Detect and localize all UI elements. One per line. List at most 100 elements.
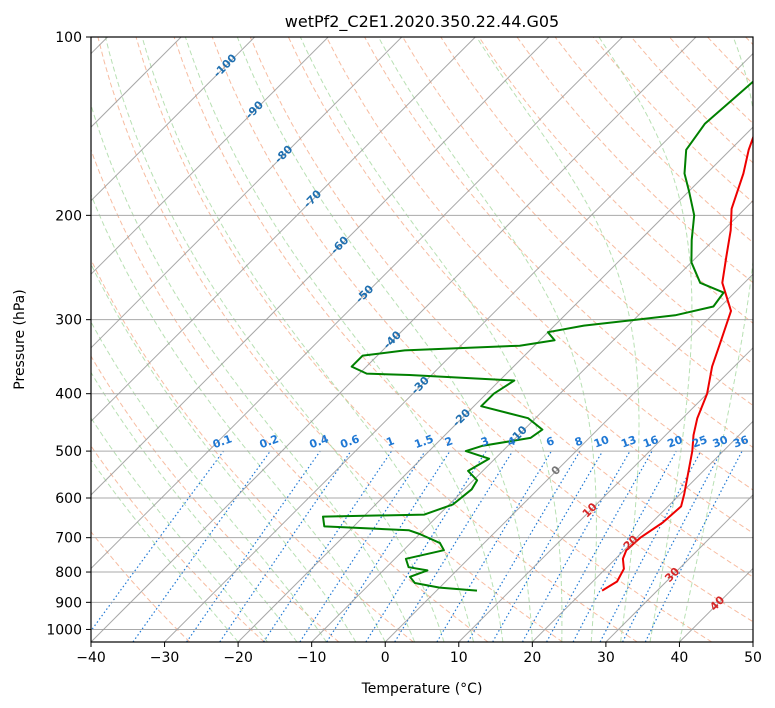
isotherm <box>91 37 623 570</box>
y-tick-label: 100 <box>55 30 82 46</box>
isotherm <box>91 37 550 496</box>
mixing-ratio-line <box>219 450 352 642</box>
moist-adiabat <box>476 37 640 642</box>
mixing-ratio-label: 16 <box>641 433 660 451</box>
isotherm <box>531 420 753 642</box>
mixing-ratio-label: 1 <box>384 434 396 449</box>
mixing-ratio-label: 30 <box>711 433 730 451</box>
mixing-ratio-line <box>186 450 321 642</box>
mixing-ratio-label: 25 <box>690 433 709 450</box>
mixing-ratio-line <box>546 450 653 642</box>
mixing-ratio-line <box>262 450 392 642</box>
moist-adiabat <box>105 37 445 642</box>
dewpoint-line <box>322 80 753 592</box>
dry-adiabat <box>135 37 638 642</box>
mixing-ratio-label: 10 <box>592 433 611 451</box>
moist-adiabat <box>91 416 268 642</box>
moist-adiabat <box>91 458 239 642</box>
mixing-ratio-line <box>299 450 426 642</box>
dry-adiabat <box>516 37 753 284</box>
x-tick-label: 30 <box>597 650 615 666</box>
y-tick-label: 500 <box>55 444 82 460</box>
isotherm <box>91 37 476 423</box>
dry-adiabat <box>91 148 489 642</box>
dry-adiabat <box>91 531 191 642</box>
mixing-ratio-label: 20 <box>666 433 685 451</box>
plot-frame <box>90 36 754 643</box>
mixing-ratio-label: 13 <box>619 433 638 450</box>
x-axis-title: Temperature (°C) <box>361 681 483 697</box>
mixing-ratio-label: 1.5 <box>413 432 436 451</box>
x-tick-label: −30 <box>150 650 180 666</box>
y-tick-label: 1000 <box>46 622 82 638</box>
moist-adiabat <box>299 37 563 642</box>
temperature-line <box>601 134 753 592</box>
x-tick-label: 40 <box>671 650 689 666</box>
isotherm <box>91 37 697 642</box>
mixing-ratio-label: 2 <box>443 434 455 449</box>
moist-adiabat <box>678 37 753 642</box>
y-tick-label: 800 <box>55 565 82 581</box>
isotherm <box>91 37 329 275</box>
x-tick-label: −10 <box>297 650 327 666</box>
isotherm <box>91 37 256 202</box>
mixing-ratio-lines <box>91 450 743 642</box>
mixing-ratio-label: 0.2 <box>258 432 281 451</box>
dry-adiabat <box>326 37 753 491</box>
x-tick-label: −20 <box>223 650 253 666</box>
y-tick-label: 200 <box>55 208 82 224</box>
chart-title: wetPf2_C2E1.2020.350.22.44.G05 <box>285 12 559 32</box>
dry-adiabat <box>249 37 753 578</box>
isotherm <box>237 126 753 642</box>
mixing-ratio-line <box>132 450 271 642</box>
x-axis-ticks: −40 −30 −20 −10 0 10 20 30 40 50 <box>76 642 762 666</box>
mixing-ratio-labels: 0.1 0.2 0.4 0.6 1 1.5 2 3 4 6 8 10 13 16 20 25 30 36 <box>211 432 751 451</box>
x-tick-label: 0 <box>381 650 390 666</box>
x-tick-label: 10 <box>450 650 468 666</box>
moist-adiabat <box>378 37 597 642</box>
moist-adiabats <box>91 37 753 642</box>
profile-lines <box>322 80 753 592</box>
dry-adiabat <box>402 37 753 407</box>
y-tick-label: 900 <box>55 595 82 611</box>
y-tick-label: 400 <box>55 387 82 403</box>
isotherm <box>164 52 753 642</box>
y-tick-label: 700 <box>55 531 82 547</box>
mixing-ratio-line <box>644 450 743 642</box>
dry-adiabat <box>91 445 265 642</box>
isotherm <box>311 199 753 642</box>
mixing-ratio-label: 3 <box>479 434 491 449</box>
mixing-ratio-line <box>91 450 224 632</box>
isotherm <box>605 494 753 642</box>
mixing-ratio-label: 6 <box>544 434 556 449</box>
moist-adiabat <box>598 37 693 642</box>
x-tick-label: 50 <box>744 650 762 666</box>
y-tick-label: 600 <box>55 491 82 507</box>
moist-adiabat <box>184 37 504 642</box>
isotherms <box>91 37 753 642</box>
mixing-ratio-line <box>572 450 677 642</box>
mixing-ratio-label: 8 <box>573 434 585 449</box>
mixing-ratio-line <box>394 450 514 642</box>
dry-adiabat <box>478 37 753 324</box>
mixing-ratio-label: 0.1 <box>211 432 234 451</box>
moist-adiabat <box>236 37 533 642</box>
x-tick-label: −40 <box>76 650 106 666</box>
mixing-ratio-label: 4 <box>506 434 518 449</box>
isotherm <box>384 273 753 642</box>
dry-adiabat <box>97 37 563 642</box>
mixing-ratio-line <box>521 450 631 642</box>
mixing-ratio-label: 0.4 <box>308 432 331 451</box>
y-tick-label: 300 <box>55 313 82 329</box>
isotherm <box>91 37 403 349</box>
isotherm <box>458 347 753 642</box>
moist-adiabat <box>91 193 386 642</box>
moist-adiabat <box>91 321 327 642</box>
mixing-ratio-label: 36 <box>731 433 750 451</box>
y-axis-title: Pressure (hPa) <box>12 289 28 389</box>
y-axis-ticks: 100 200 300 400 500 600 700 800 900 1000 <box>46 30 91 638</box>
x-tick-label: 20 <box>523 650 541 666</box>
moist-adiabat <box>91 263 357 642</box>
moist-adiabat <box>141 37 474 642</box>
